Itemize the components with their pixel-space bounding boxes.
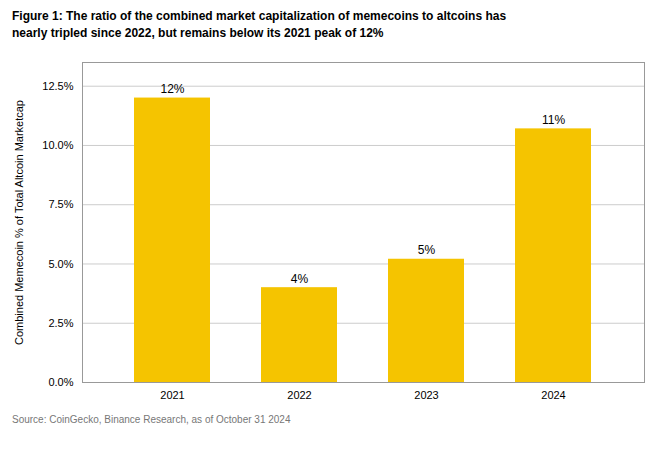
svg-text:5%: 5% <box>418 243 436 257</box>
svg-text:10.0%: 10.0% <box>42 139 73 151</box>
svg-text:4%: 4% <box>291 271 309 285</box>
svg-text:2023: 2023 <box>414 389 438 401</box>
svg-text:Combined Memecoin % of Total A: Combined Memecoin % of Total Altcoin Mar… <box>13 100 25 345</box>
svg-text:2021: 2021 <box>160 389 184 401</box>
svg-text:2.5%: 2.5% <box>48 316 73 328</box>
html-text:nearly tripled since 2022, but: nearly tripled since 2022, but remains b… <box>12 25 384 40</box>
svg-text:2022: 2022 <box>287 389 311 401</box>
svg-text:12.5%: 12.5% <box>42 79 73 91</box>
svg-text:12%: 12% <box>160 82 184 96</box>
svg-text:11%: 11% <box>542 112 565 126</box>
svg-text:7.5%: 7.5% <box>48 198 73 210</box>
svg-text:2024: 2024 <box>541 389 565 401</box>
html-text:Source: CoinGecko, Binance Res: Source: CoinGecko, Binance Research, as … <box>12 413 291 425</box>
svg-text:5.0%: 5.0% <box>48 257 73 269</box>
html-text:Figure 1: The ratio of the com: Figure 1: The ratio of the combined mark… <box>12 9 507 23</box>
svg-text:0.0%: 0.0% <box>48 376 73 388</box>
